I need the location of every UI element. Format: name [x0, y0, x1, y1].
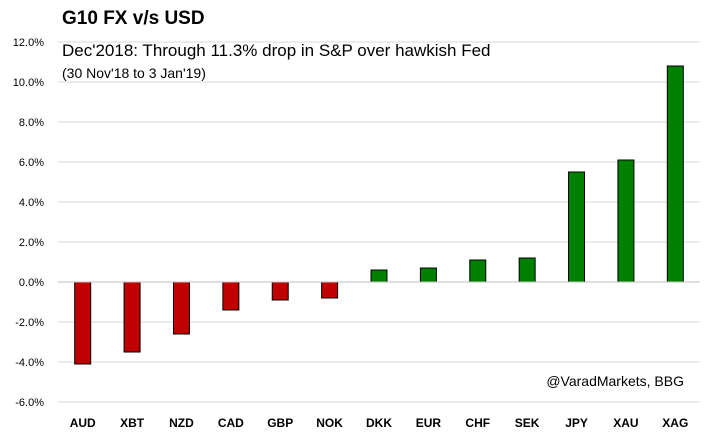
bar-jpy [568, 171, 586, 283]
y-tick-label: 2.0% [19, 237, 44, 249]
bar-gbp [271, 281, 289, 301]
chart-date-range: (30 Nov'18 to 3 Jan'19) [62, 65, 206, 81]
x-tick-label: CAD [218, 416, 244, 430]
x-tick-label: AUD [70, 416, 96, 430]
bar-nok [321, 281, 339, 299]
x-tick-label: JPY [565, 416, 588, 430]
bar-xag [666, 65, 684, 283]
x-tick-label: NOK [316, 416, 343, 430]
bar-aud [74, 281, 92, 365]
y-tick-label: 12.0% [13, 37, 44, 49]
x-tick-label: EUR [416, 416, 442, 430]
y-tick-label: 0.0% [19, 277, 44, 289]
bar-sek [518, 257, 536, 283]
bar-dkk [370, 269, 388, 283]
y-tick-label: -4.0% [15, 357, 44, 369]
x-tick-label: XAG [662, 416, 688, 430]
x-tick-label: NZD [169, 416, 194, 430]
y-tick-label: 6.0% [19, 157, 44, 169]
x-tick-label: XBT [120, 416, 145, 430]
bar-xau [617, 159, 635, 283]
chart-source: @VaradMarkets, BBG [546, 373, 684, 389]
y-tick-label: 4.0% [19, 197, 44, 209]
y-tick-label: 10.0% [13, 77, 44, 89]
y-tick-label: 8.0% [19, 117, 44, 129]
x-tick-label: SEK [515, 416, 540, 430]
y-tick-label: -2.0% [15, 317, 44, 329]
x-tick-label: XAU [613, 416, 638, 430]
bar-cad [222, 281, 240, 311]
x-tick-label: GBP [267, 416, 293, 430]
bar-xbt [123, 281, 141, 353]
x-tick-label: DKK [366, 416, 392, 430]
y-tick-label: -6.0% [15, 397, 44, 409]
bar-eur [419, 267, 437, 283]
chart-title: G10 FX v/s USD [62, 8, 205, 29]
chart-subtitle: Dec'2018: Through 11.3% drop in S&P over… [62, 41, 491, 60]
bar-nzd [172, 281, 190, 335]
x-tick-label: CHF [465, 416, 490, 430]
bar-chf [469, 259, 487, 283]
